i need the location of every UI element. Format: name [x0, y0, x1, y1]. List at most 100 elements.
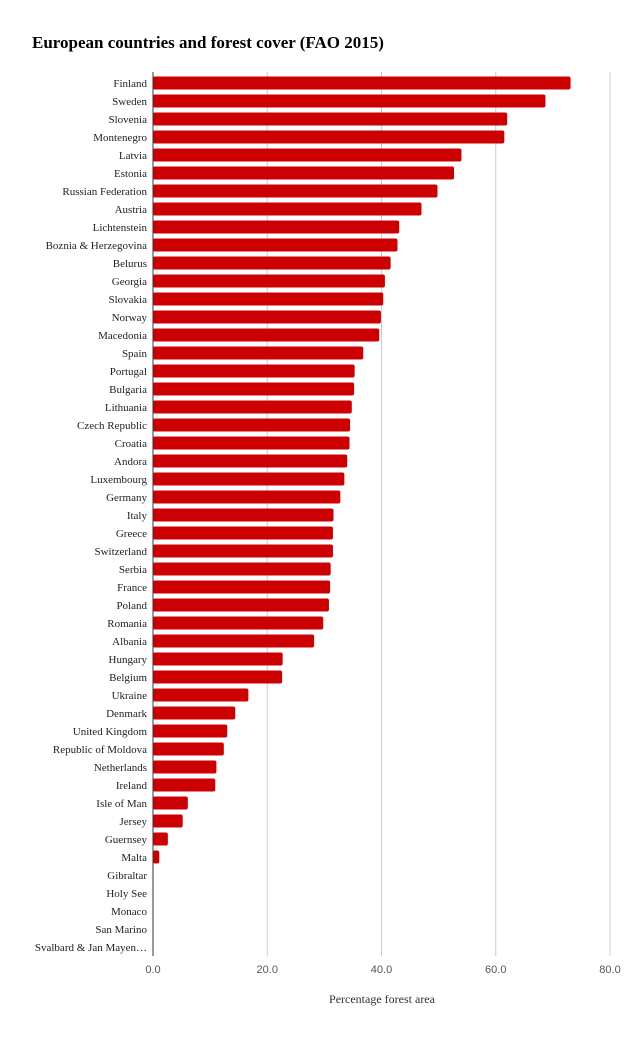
category-label: Russian Federation	[62, 186, 147, 198]
category-label: Andora	[114, 456, 147, 468]
x-tick-label: 0.0	[145, 964, 160, 976]
category-label: Netherlands	[94, 762, 147, 774]
category-label: Slovakia	[109, 294, 148, 306]
bar	[153, 472, 345, 486]
bar	[153, 166, 455, 180]
category-label: Luxembourg	[90, 474, 147, 486]
bar	[153, 112, 508, 126]
bar	[153, 616, 324, 630]
category-label: United Kingdom	[73, 726, 148, 738]
x-tick-label: 20.0	[257, 964, 278, 976]
bar	[153, 274, 385, 288]
bar	[153, 796, 188, 810]
bar	[153, 346, 364, 360]
bar	[153, 418, 351, 432]
bar	[153, 598, 329, 612]
bar	[153, 130, 505, 144]
bar	[153, 454, 348, 468]
category-label: Italy	[127, 510, 148, 522]
category-label: Ukraine	[112, 690, 148, 702]
category-label: Greece	[116, 528, 147, 540]
bar	[153, 544, 333, 558]
bar	[153, 364, 355, 378]
category-label: Germany	[106, 492, 147, 504]
bar	[153, 202, 422, 216]
category-label: Svalbard & Jan Mayen…	[35, 942, 147, 954]
category-label: Poland	[116, 600, 147, 612]
bar	[153, 562, 331, 576]
x-tick-label: 40.0	[371, 964, 392, 976]
bar	[153, 688, 249, 702]
bar	[153, 508, 334, 522]
category-label: Romania	[107, 618, 147, 630]
bar	[153, 814, 183, 828]
bar	[153, 94, 546, 108]
category-label: Switzerland	[94, 546, 147, 558]
category-label: Latvia	[119, 150, 147, 162]
bar	[153, 148, 462, 162]
category-label: Bulgaria	[109, 384, 147, 396]
bar	[153, 292, 384, 306]
x-tick-label: 80.0	[599, 964, 620, 976]
category-label: Hungary	[109, 654, 148, 666]
category-label: Belurus	[113, 258, 147, 270]
bar	[153, 256, 391, 270]
bar	[153, 634, 315, 648]
bar	[153, 778, 216, 792]
category-label: San Marino	[95, 924, 147, 936]
bar	[153, 310, 381, 324]
bar	[153, 760, 217, 774]
bar	[153, 238, 398, 252]
category-label: Serbia	[119, 564, 147, 576]
x-tick-labels: 0.0 20.0 40.0 60.0 80.0	[145, 964, 620, 976]
category-label: Georgia	[112, 276, 147, 288]
bar	[153, 832, 168, 846]
category-label: Denmark	[106, 708, 147, 720]
category-label: Portugal	[110, 366, 147, 378]
category-label: Republic of Moldova	[53, 744, 147, 756]
category-label: Holy See	[106, 888, 147, 900]
bar	[153, 400, 352, 414]
category-label: Lichtenstein	[93, 222, 148, 234]
category-label: Ireland	[116, 780, 148, 792]
category-label: France	[117, 582, 147, 594]
category-label: Malta	[121, 852, 147, 864]
category-label: Belgium	[109, 672, 147, 684]
bar	[153, 850, 160, 864]
bar	[153, 670, 283, 684]
category-label: Austria	[115, 204, 148, 216]
bar	[153, 184, 438, 198]
bar	[153, 724, 228, 738]
bar	[153, 742, 224, 756]
category-label: Monaco	[111, 906, 148, 918]
category-label: Lithuania	[105, 402, 147, 414]
category-label: Guernsey	[105, 834, 148, 846]
category-label: Isle of Man	[96, 798, 147, 810]
bar	[153, 526, 333, 540]
category-label: Slovenia	[109, 114, 148, 126]
category-label: Norway	[112, 312, 148, 324]
bar	[153, 436, 350, 450]
category-label: Gibraltar	[107, 870, 147, 882]
category-label: Montenegro	[93, 132, 147, 144]
category-label: Jersey	[120, 816, 148, 828]
x-axis-title: Percentage forest area	[329, 992, 436, 1006]
category-label: Finland	[113, 78, 147, 90]
bar	[153, 580, 331, 594]
bar	[153, 706, 236, 720]
category-label: Croatia	[115, 438, 147, 450]
category-label: Boznia & Herzegovina	[46, 240, 148, 252]
bar	[153, 652, 283, 666]
bar	[153, 490, 341, 504]
bar	[153, 220, 400, 234]
category-label: Estonia	[114, 168, 147, 180]
bars	[153, 76, 571, 864]
bar	[153, 382, 355, 396]
bar	[153, 328, 380, 342]
category-label: Albania	[112, 636, 147, 648]
x-tick-label: 60.0	[485, 964, 506, 976]
chart-title: European countries and forest cover (FAO…	[32, 33, 384, 52]
category-label: Spain	[122, 348, 148, 360]
